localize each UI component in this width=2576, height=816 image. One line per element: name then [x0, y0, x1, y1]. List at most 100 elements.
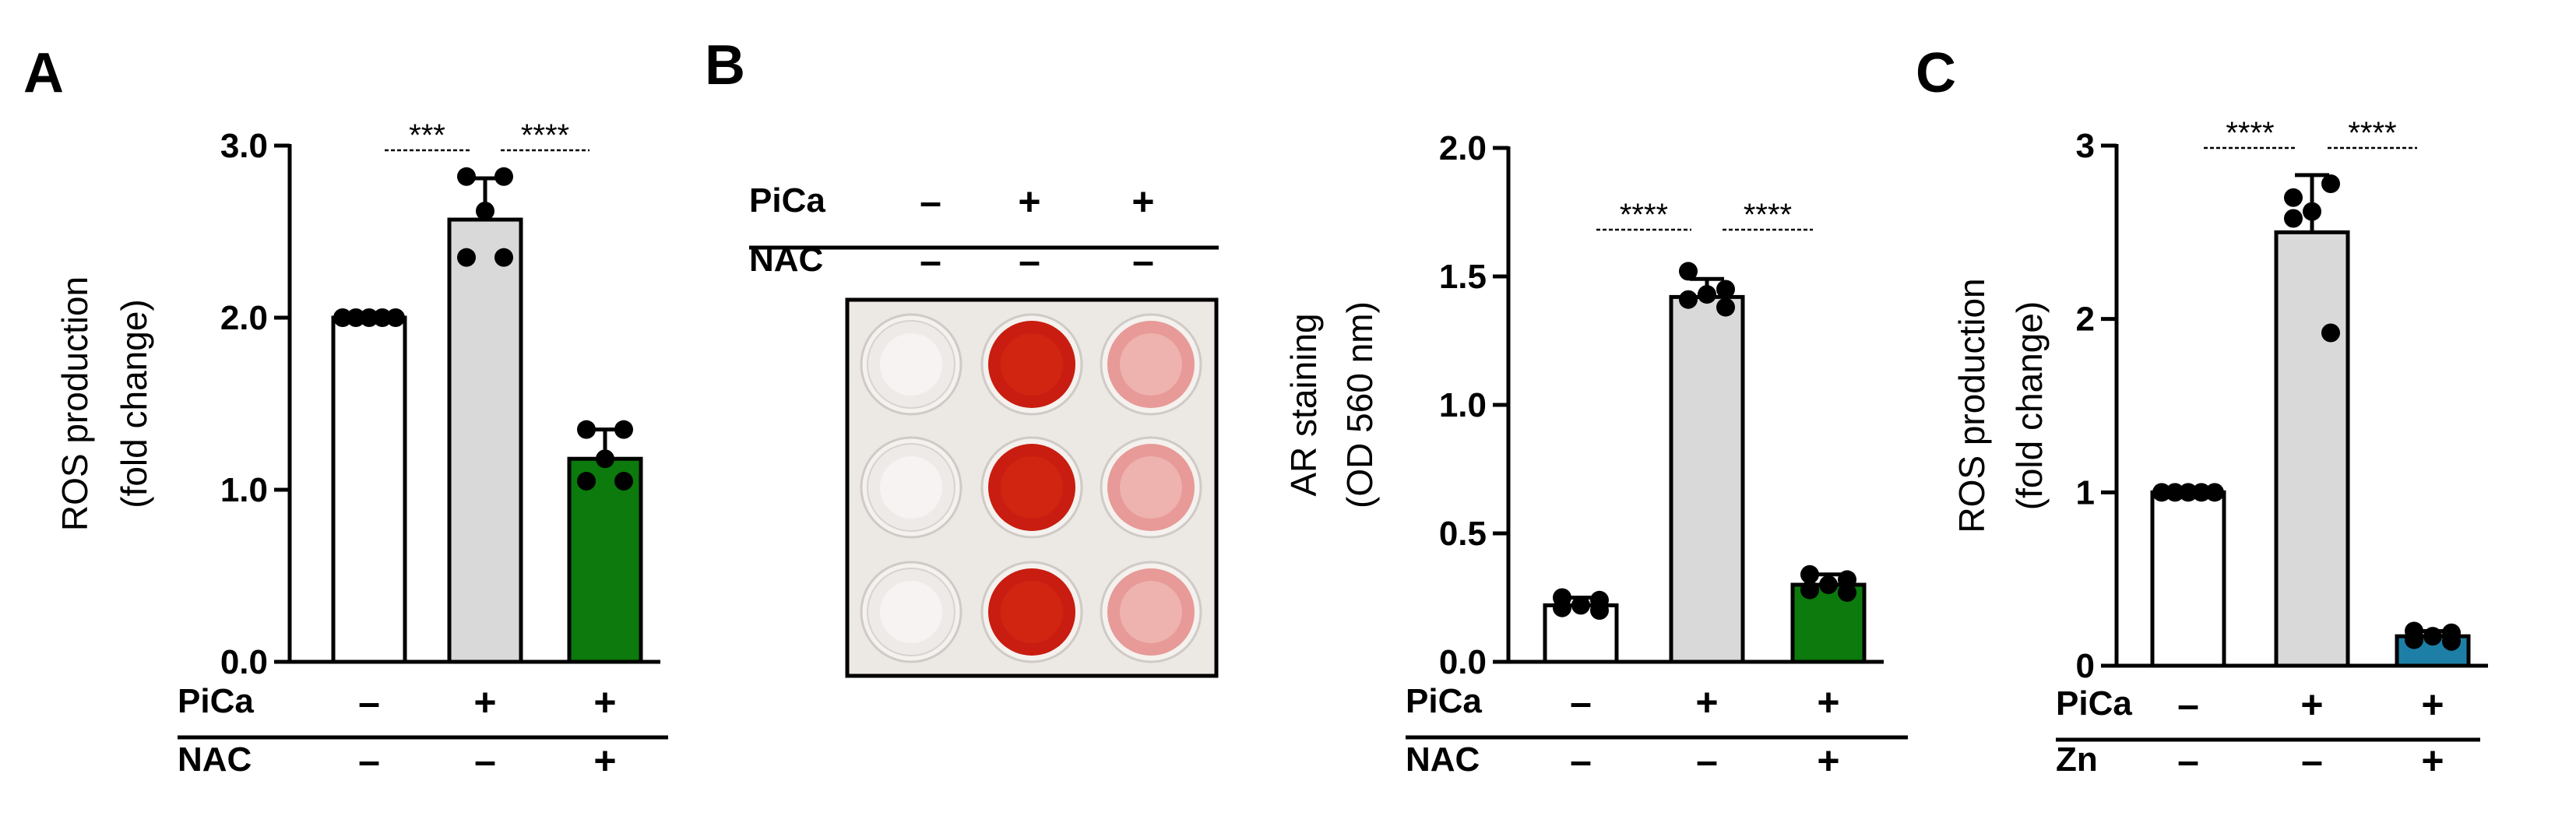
significance-label: **** [2348, 116, 2396, 150]
condition-sign: – [2177, 683, 2199, 726]
y-axis-label: AR staining [1283, 313, 1324, 496]
y-tick-label: 0 [2076, 647, 2095, 685]
condition-sign: + [1695, 681, 1718, 724]
y-tick-label: 1.5 [1439, 258, 1487, 296]
condition-sign: + [2300, 683, 2323, 726]
well-inner [1120, 456, 1182, 519]
well-inner [880, 581, 942, 643]
condition-sign: + [593, 681, 616, 724]
data-point [347, 308, 365, 327]
significance-label: **** [1620, 198, 1668, 232]
significance-label: **** [521, 118, 569, 153]
significance-label: **** [1744, 198, 1792, 232]
data-point [577, 471, 596, 491]
data-point [2179, 483, 2198, 502]
well-inner [880, 333, 942, 396]
data-point [1679, 262, 1698, 281]
bar [1669, 294, 1745, 664]
data-point [1716, 297, 1735, 317]
well-inner [1001, 456, 1063, 519]
condition-sign: – [1570, 681, 1592, 724]
condition-sign: + [593, 739, 616, 783]
well-inner [880, 456, 942, 519]
data-point [2192, 483, 2211, 502]
data-point [1571, 596, 1590, 615]
plate-condition-sign: + [1018, 180, 1040, 223]
well-inner [1001, 581, 1063, 643]
panel-letter-c: C [1916, 42, 1956, 104]
condition-sign: – [358, 681, 380, 724]
plate-condition-sign: – [1019, 239, 1040, 283]
condition-sign: – [2301, 739, 2323, 783]
data-point [373, 308, 392, 327]
data-point [2423, 627, 2442, 646]
data-point [614, 420, 633, 439]
data-point [2321, 323, 2340, 343]
plate-condition-label: PiCa [749, 181, 825, 220]
bar [331, 315, 407, 664]
panel-letter-b: B [705, 34, 745, 97]
data-point [1819, 575, 1838, 594]
data-point [494, 167, 513, 186]
data-point [2152, 483, 2171, 502]
y-axis-label: (OD 560 nm) [1339, 301, 1380, 508]
plate-condition-sign: – [920, 180, 941, 223]
data-point [2321, 174, 2340, 193]
well-inner [1001, 333, 1063, 396]
condition-sign: + [473, 681, 496, 724]
data-point [1679, 290, 1698, 309]
y-tick-label: 0.5 [1439, 515, 1487, 553]
bar [2274, 230, 2350, 668]
data-point [2303, 202, 2321, 221]
condition-label: PiCa [2056, 684, 2132, 723]
data-point [386, 308, 405, 327]
data-point [1800, 565, 1819, 584]
y-axis-label: (fold change) [114, 299, 154, 508]
data-point [1838, 570, 1856, 589]
condition-label: PiCa [178, 682, 254, 720]
plate-condition-sign: + [1131, 180, 1154, 223]
condition-sign: – [2177, 739, 2199, 783]
data-point [2284, 209, 2303, 228]
chart-c-ros-production: 0 1 2 3 ROS production (fold change) **** **** P… [1951, 116, 2488, 783]
well-inner [1120, 581, 1182, 643]
data-point [577, 420, 596, 439]
data-point [360, 308, 378, 327]
chart-a-ros-production: 0.0 1.0 2.0 3.0 ROS production (fold change) *… [55, 118, 668, 783]
data-point [494, 248, 513, 267]
data-point [1838, 582, 1856, 602]
data-point [2284, 188, 2303, 207]
data-point [457, 248, 476, 267]
y-tick-label: 2.0 [220, 299, 268, 337]
chart-b-ar-staining: 0.0 0.5 1.0 1.5 2.0 AR staining (OD 560 nm) ***… [1283, 129, 1908, 783]
significance-label: *** [409, 118, 445, 153]
data-point [1716, 280, 1735, 299]
condition-sign: + [1817, 739, 1839, 783]
data-point [1698, 285, 1716, 304]
y-tick-label: 1.0 [220, 471, 268, 509]
plate-condition-sign: – [920, 239, 941, 283]
data-point [476, 201, 494, 220]
condition-sign: – [1696, 739, 1718, 783]
condition-sign: + [1817, 681, 1839, 724]
bar [447, 217, 523, 664]
significance-label: **** [2226, 116, 2274, 150]
data-point [333, 308, 352, 327]
data-point [1553, 598, 1571, 617]
y-tick-label: 1.0 [1439, 386, 1487, 424]
y-axis-label: ROS production [55, 276, 95, 531]
bar [567, 456, 643, 664]
data-point [596, 449, 614, 469]
data-point [2405, 630, 2423, 649]
panel-letter-a: A [23, 42, 64, 104]
data-point [1800, 580, 1819, 600]
condition-sign: – [358, 739, 380, 783]
data-point [2442, 631, 2461, 651]
condition-sign: – [1570, 739, 1592, 783]
data-point [2166, 483, 2184, 502]
y-axis-label: (fold change) [2009, 301, 2050, 511]
y-tick-label: 0.0 [220, 643, 268, 681]
data-point [614, 471, 633, 491]
y-tick-label: 2.0 [1439, 129, 1487, 167]
